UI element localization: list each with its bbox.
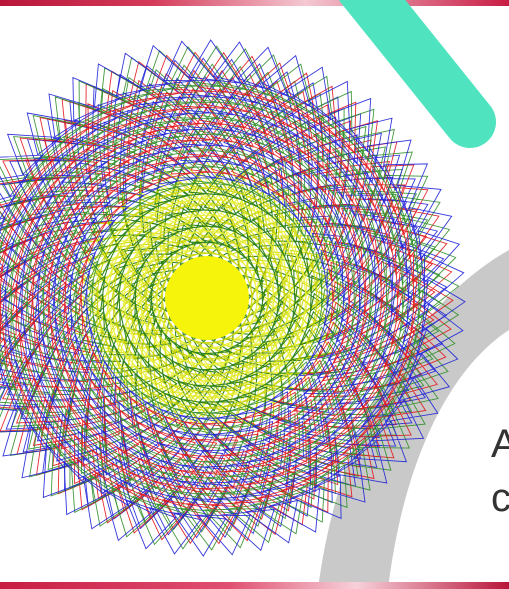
teal-brush-stroke (338, 0, 496, 148)
spiral-ring (0, 39, 466, 557)
spiral-ring (0, 45, 460, 551)
spiral-ring (0, 81, 424, 515)
bottom-border-strip (0, 582, 509, 589)
spiral-pattern (0, 39, 466, 557)
side-text-line-2: c (491, 476, 509, 520)
top-border-strip (0, 0, 509, 6)
side-text-line-1: A (491, 422, 509, 466)
spiral-core (165, 256, 249, 340)
